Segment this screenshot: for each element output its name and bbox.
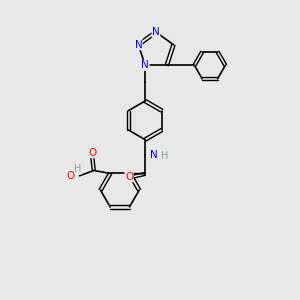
Text: H: H [74, 164, 82, 174]
Text: O: O [125, 172, 133, 182]
Text: N: N [151, 149, 158, 160]
Text: O: O [88, 148, 97, 158]
Text: N: N [134, 40, 142, 50]
Text: N: N [152, 27, 160, 37]
Text: H: H [160, 151, 168, 161]
Text: O: O [66, 171, 74, 181]
Text: N: N [141, 60, 149, 70]
